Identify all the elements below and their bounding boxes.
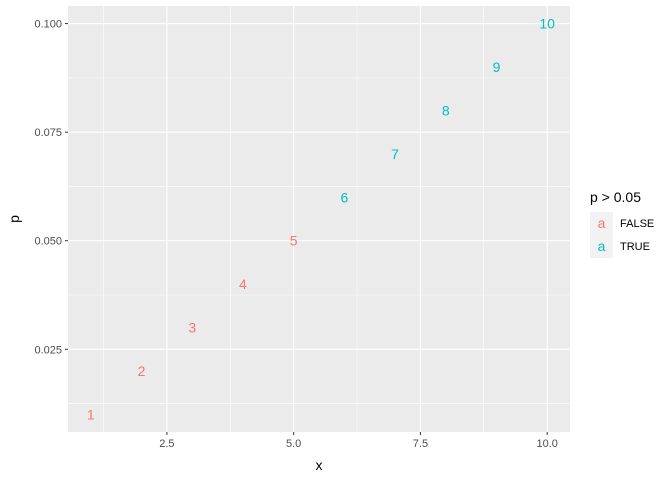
point-label: 8 (442, 102, 450, 118)
y-tick-label: 0.075 (34, 127, 62, 139)
minor-grid (68, 6, 570, 432)
x-tick-label: 7.5 (413, 438, 428, 450)
point-label: 5 (290, 233, 298, 249)
point-label: 10 (539, 16, 555, 32)
legend-label: TRUE (620, 241, 650, 253)
point-label: 4 (239, 276, 247, 292)
point-label: 1 (87, 406, 95, 422)
point-label: 3 (188, 320, 196, 336)
point-label: 7 (391, 146, 399, 162)
x-tick-label: 2.5 (159, 438, 174, 450)
legend-key (590, 212, 613, 235)
legend-key-glyph: a (598, 238, 606, 254)
y-tick-label: 0.050 (34, 236, 62, 248)
legend-key (590, 235, 613, 258)
point-label: 6 (340, 189, 348, 205)
point-label: 2 (138, 363, 146, 379)
x-tick-label: 5.0 (286, 438, 301, 450)
data-labels: 1 2 3 4 5 6 7 8 9 10 (87, 16, 555, 423)
legend: p > 0.05 a FALSE a TRUE (590, 189, 654, 258)
legend-key-glyph: a (598, 215, 606, 231)
x-axis-title: x (316, 457, 323, 473)
y-tick-label: 0.025 (34, 344, 62, 356)
y-axis-ticks: 0.025 0.050 0.075 0.100 (34, 19, 68, 356)
x-tick-label: 10.0 (536, 438, 557, 450)
major-grid (68, 6, 570, 432)
legend-entries: a FALSE a TRUE (590, 212, 654, 258)
y-axis-title: p (6, 215, 22, 223)
y-tick-label: 0.100 (34, 19, 62, 31)
legend-label: FALSE (620, 218, 654, 230)
legend-title: p > 0.05 (590, 189, 641, 205)
x-axis-ticks: 2.5 5.0 7.5 10.0 (159, 432, 558, 450)
point-label: 9 (493, 59, 501, 75)
plot-panel (68, 6, 570, 432)
